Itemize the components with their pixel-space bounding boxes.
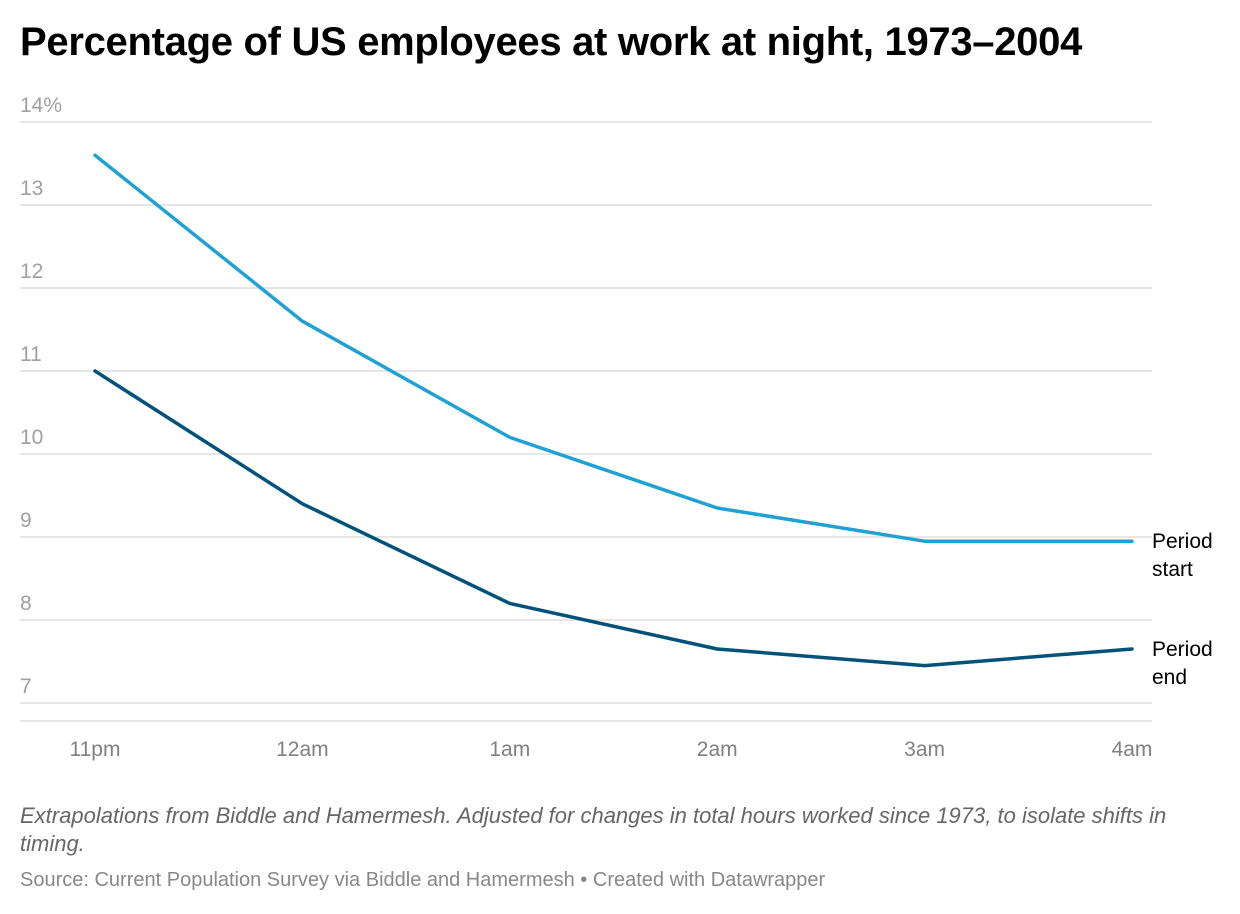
- series-line-period-start: [93, 153, 1134, 543]
- series-lines: [93, 153, 1134, 668]
- y-tick-label-13: 13: [20, 177, 43, 200]
- x-tick-label-4am: 4am: [1112, 738, 1153, 761]
- series-labels: Period start Period end: [1152, 530, 1213, 689]
- series-line-period-end: [93, 369, 1134, 668]
- y-tick-label-12: 12: [20, 260, 43, 283]
- x-axis-ticks: 11pm 12am 1am 2am 3am 4am: [70, 738, 1153, 761]
- y-axis-ticks: 7 8 9 10 11 12 13 14%: [20, 94, 62, 698]
- x-tick-label-1am: 1am: [489, 738, 530, 761]
- y-tick-label-10: 10: [20, 426, 43, 449]
- source-line: Source: Current Population Survey via Bi…: [20, 869, 825, 892]
- series-label-period-end: Period end: [1152, 638, 1213, 689]
- y-tick-label-9: 9: [20, 509, 32, 532]
- x-tick-label-3am: 3am: [904, 738, 945, 761]
- credit-text: Created with Datawrapper: [592, 869, 826, 891]
- x-tick-label-11pm: 11pm: [70, 738, 121, 761]
- source-text: Source: Current Population Survey via Bi…: [20, 869, 575, 891]
- gridlines: [20, 121, 1152, 722]
- chart-note: Extrapolations from Biddle and Hamermesh…: [20, 803, 1167, 856]
- series-label-period-start: Period start: [1152, 530, 1213, 581]
- source-separator: •: [580, 869, 588, 891]
- x-tick-label-12am: 12am: [276, 738, 329, 761]
- y-tick-label-14: 14%: [20, 94, 62, 117]
- y-tick-label-7: 7: [20, 675, 32, 698]
- line-chart: 7 8 9 10 11 12 13 14% 11pm 12am 1am 2am 3am 4am Peri…: [20, 94, 1213, 761]
- chart-title: Percentage of US employees at work at ni…: [20, 20, 1083, 64]
- y-tick-label-11: 11: [20, 343, 42, 366]
- y-tick-label-8: 8: [20, 592, 32, 615]
- x-tick-label-2am: 2am: [697, 738, 738, 761]
